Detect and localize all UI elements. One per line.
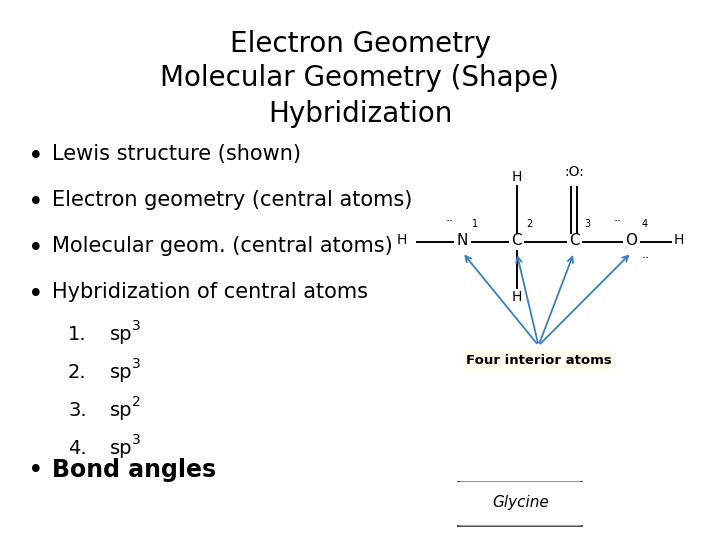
Text: H: H [511, 170, 522, 184]
Text: Molecular Geometry (Shape): Molecular Geometry (Shape) [161, 64, 559, 92]
Text: sp: sp [110, 363, 132, 382]
FancyBboxPatch shape [454, 481, 587, 526]
Text: 2.: 2. [68, 363, 86, 382]
Text: N: N [456, 233, 468, 248]
Text: Hybridization of central atoms: Hybridization of central atoms [52, 282, 368, 302]
Text: 3: 3 [132, 433, 140, 447]
Text: C: C [511, 233, 522, 248]
Text: H: H [674, 233, 684, 247]
Text: 1: 1 [472, 219, 478, 229]
Text: 1.: 1. [68, 325, 86, 344]
Text: 2: 2 [526, 219, 533, 229]
Text: Glycine: Glycine [492, 495, 549, 510]
Text: sp: sp [110, 439, 132, 458]
Text: C: C [569, 233, 580, 248]
Text: Hybridization: Hybridization [268, 100, 452, 128]
Text: sp: sp [110, 325, 132, 344]
Text: Molecular geom. (central atoms): Molecular geom. (central atoms) [52, 236, 392, 256]
Text: •: • [28, 190, 44, 216]
Text: Electron Geometry: Electron Geometry [230, 30, 490, 58]
Text: 2: 2 [132, 395, 140, 409]
Text: H: H [396, 233, 407, 247]
Text: ··: ·· [446, 215, 454, 228]
Text: Four interior atoms: Four interior atoms [466, 354, 611, 367]
Text: 3: 3 [132, 357, 140, 371]
Text: H: H [511, 290, 522, 304]
Text: :O:: :O: [564, 165, 584, 179]
Text: 3.: 3. [68, 401, 86, 420]
Text: ··: ·· [642, 252, 649, 265]
Text: ··: ·· [613, 215, 621, 228]
Text: •: • [28, 236, 44, 262]
Text: O: O [626, 233, 638, 248]
Text: 4.: 4. [68, 439, 86, 458]
Text: •: • [28, 458, 44, 484]
Text: 3: 3 [584, 219, 590, 229]
Text: •: • [28, 282, 44, 308]
Text: 3: 3 [132, 319, 140, 333]
Text: 4: 4 [642, 219, 647, 229]
Text: Electron geometry (central atoms): Electron geometry (central atoms) [52, 190, 413, 210]
Text: Bond angles: Bond angles [52, 458, 216, 482]
Text: sp: sp [110, 401, 132, 420]
Text: •: • [28, 144, 44, 170]
Text: Lewis structure (shown): Lewis structure (shown) [52, 144, 301, 164]
